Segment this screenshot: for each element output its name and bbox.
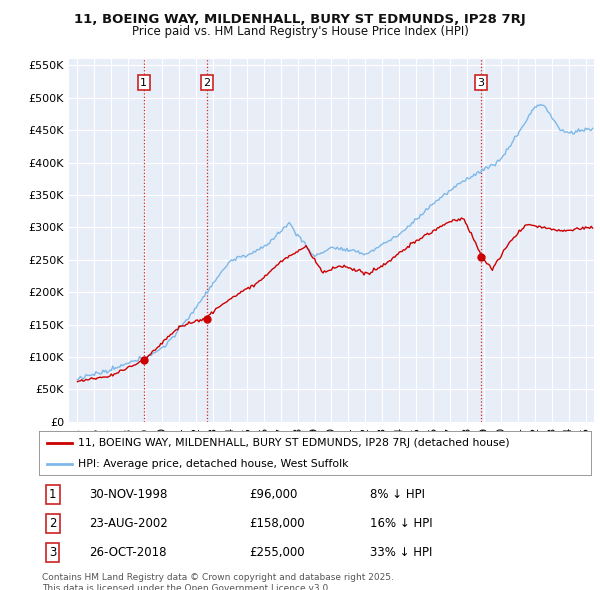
Text: 8% ↓ HPI: 8% ↓ HPI: [370, 488, 425, 501]
Text: 11, BOEING WAY, MILDENHALL, BURY ST EDMUNDS, IP28 7RJ: 11, BOEING WAY, MILDENHALL, BURY ST EDMU…: [74, 13, 526, 26]
Text: 11, BOEING WAY, MILDENHALL, BURY ST EDMUNDS, IP28 7RJ (detached house): 11, BOEING WAY, MILDENHALL, BURY ST EDMU…: [77, 438, 509, 448]
Text: 1: 1: [49, 488, 56, 501]
Text: 3: 3: [478, 78, 484, 87]
Text: £158,000: £158,000: [249, 517, 304, 530]
Text: 2: 2: [49, 517, 56, 530]
Text: 3: 3: [49, 546, 56, 559]
Text: £255,000: £255,000: [249, 546, 304, 559]
Text: Contains HM Land Registry data © Crown copyright and database right 2025.
This d: Contains HM Land Registry data © Crown c…: [42, 573, 394, 590]
Text: £96,000: £96,000: [249, 488, 297, 501]
Text: 16% ↓ HPI: 16% ↓ HPI: [370, 517, 433, 530]
Text: 33% ↓ HPI: 33% ↓ HPI: [370, 546, 433, 559]
Text: 2: 2: [203, 78, 211, 87]
Text: 1: 1: [140, 78, 148, 87]
Text: HPI: Average price, detached house, West Suffolk: HPI: Average price, detached house, West…: [77, 459, 348, 469]
Text: 26-OCT-2018: 26-OCT-2018: [89, 546, 166, 559]
Text: 30-NOV-1998: 30-NOV-1998: [89, 488, 167, 501]
Text: Price paid vs. HM Land Registry's House Price Index (HPI): Price paid vs. HM Land Registry's House …: [131, 25, 469, 38]
Text: 23-AUG-2002: 23-AUG-2002: [89, 517, 167, 530]
